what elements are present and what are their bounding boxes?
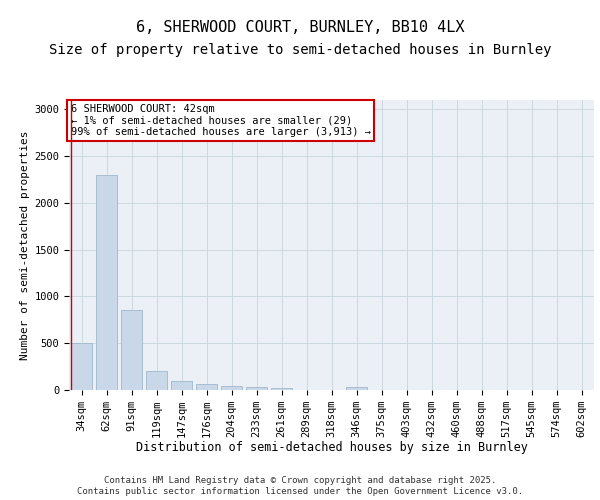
Bar (221, 386, 242, 390)
X-axis label: Distribution of semi-detached houses by size in Burnley: Distribution of semi-detached houses by … (136, 442, 527, 454)
Bar (346, 387, 367, 390)
Bar (246, 387, 267, 390)
Y-axis label: Number of semi-detached properties: Number of semi-detached properties (20, 130, 30, 360)
Text: 6, SHERWOOD COURT, BURNLEY, BB10 4LX: 6, SHERWOOD COURT, BURNLEY, BB10 4LX (136, 20, 464, 35)
Bar (121, 310, 142, 390)
Bar (271, 388, 292, 390)
Bar (196, 384, 217, 390)
Bar (171, 380, 192, 390)
Text: Size of property relative to semi-detached houses in Burnley: Size of property relative to semi-detach… (49, 43, 551, 57)
Text: 6 SHERWOOD COURT: 42sqm
← 1% of semi-detached houses are smaller (29)
99% of sem: 6 SHERWOOD COURT: 42sqm ← 1% of semi-det… (71, 104, 371, 137)
Bar (146, 372, 167, 390)
Text: Contains HM Land Registry data © Crown copyright and database right 2025.
Contai: Contains HM Land Registry data © Crown c… (77, 476, 523, 496)
Bar (71, 343, 92, 390)
Bar (96, 175, 117, 390)
